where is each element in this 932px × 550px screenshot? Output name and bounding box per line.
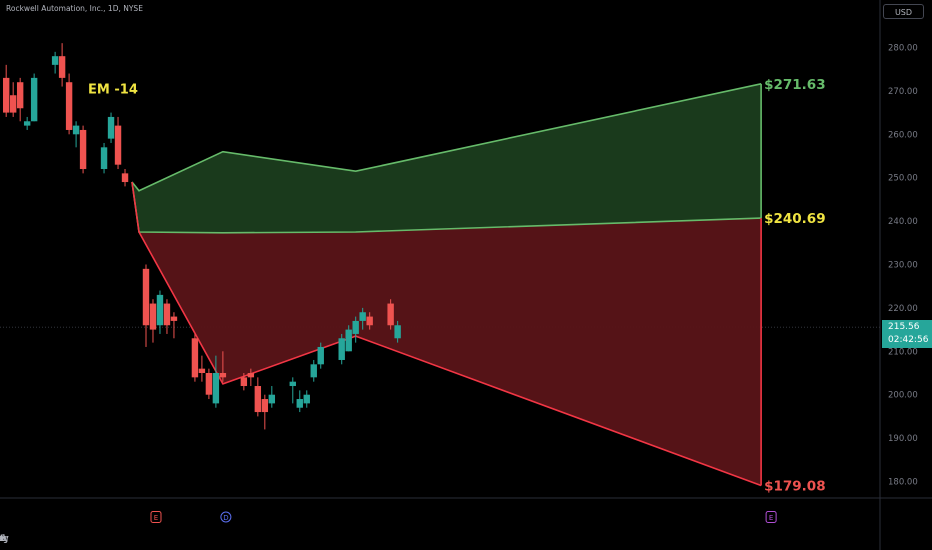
- candle-body: [268, 394, 276, 404]
- candle-body: [2, 77, 10, 113]
- candle-body: [296, 399, 303, 408]
- x-tick-label: 16: [0, 534, 5, 544]
- last-price-badge: 215.56 02:42:56: [882, 320, 932, 348]
- candle-body: [338, 338, 345, 360]
- candle-body: [170, 316, 178, 321]
- band-value-label: $271.63: [764, 77, 826, 93]
- candle-body: [387, 303, 394, 326]
- y-tick-label: 240.00: [888, 217, 918, 227]
- y-tick-label: 250.00: [888, 174, 918, 184]
- candle-body: [114, 125, 122, 165]
- candle-body: [142, 268, 150, 326]
- em-label: EM -14: [88, 83, 138, 98]
- x-tick-label: 20: [0, 534, 5, 544]
- earnings-marker: [765, 511, 777, 523]
- y-tick-label: 230.00: [888, 261, 918, 271]
- band-value-label: $179.08: [764, 478, 826, 494]
- upper-band-line: [131, 83, 762, 192]
- candle-body: [394, 325, 401, 339]
- y-tick-label: 180.00: [888, 478, 918, 488]
- candle-body: [149, 303, 157, 330]
- candle-body: [30, 77, 38, 122]
- y-tick-label: 270.00: [888, 87, 918, 97]
- candle-body: [198, 368, 206, 373]
- x-tick-label: May: [0, 534, 9, 544]
- upper-band-area: [132, 83, 762, 233]
- candle-body: [317, 346, 324, 365]
- candle-body: [16, 82, 24, 109]
- candle-body: [212, 373, 220, 404]
- candle-body: [366, 316, 373, 326]
- chart-title: Rockwell Automation, Inc., 1D, NYSE: [6, 4, 143, 13]
- event-marker-letter: D: [223, 514, 228, 522]
- candle-body: [58, 56, 66, 78]
- candle-body: [51, 56, 59, 65]
- candle-body: [121, 173, 129, 183]
- event-marker-letter: E: [769, 514, 773, 522]
- candle-body: [9, 95, 17, 113]
- x-tick-label: 13: [0, 534, 5, 544]
- candle-body: [359, 312, 366, 321]
- candle-body: [219, 373, 227, 378]
- candle-body: [79, 129, 87, 170]
- candle-body: [345, 329, 352, 352]
- y-tick-label: 210.00: [888, 347, 918, 357]
- x-tick-label: Jun: [0, 534, 7, 544]
- candle-body: [100, 147, 108, 170]
- candle-body: [254, 386, 262, 413]
- y-tick-label: 190.00: [888, 434, 918, 444]
- candle-body: [65, 82, 73, 130]
- y-tick-label: 280.00: [888, 44, 918, 54]
- event-marker-letter: E: [154, 514, 158, 522]
- candle-body: [247, 373, 255, 378]
- candle-body: [289, 381, 296, 387]
- y-tick-label: 260.00: [888, 130, 918, 140]
- earnings-marker: [150, 511, 162, 523]
- candle-body: [156, 294, 164, 326]
- band-value-label: $240.69: [764, 211, 826, 227]
- candle-body: [163, 303, 171, 326]
- x-tick-label: 18: [0, 534, 5, 544]
- lower-band-line: [131, 181, 762, 487]
- y-tick-label: 220.00: [888, 304, 918, 314]
- candle-body: [72, 125, 80, 135]
- currency-button[interactable]: USD: [883, 4, 924, 19]
- candle-body: [205, 373, 213, 395]
- candle-body: [191, 338, 199, 378]
- candle-body: [107, 116, 115, 139]
- lower-band-area: [132, 182, 762, 486]
- candle-body: [240, 377, 248, 387]
- candle-body: [310, 364, 317, 378]
- x-tick-label: Aug: [0, 534, 8, 544]
- bar-countdown: 02:42:56: [888, 335, 929, 345]
- candle-body: [303, 394, 310, 404]
- candle-body: [352, 320, 359, 334]
- x-tick-label: Jul: [0, 534, 5, 544]
- dividend-marker: [220, 511, 232, 523]
- x-tick-label: 22: [0, 534, 5, 544]
- candle-body: [261, 399, 269, 413]
- last-price-value: 215.56: [888, 322, 920, 332]
- y-tick-label: 200.00: [888, 391, 918, 401]
- candle-body: [23, 121, 31, 126]
